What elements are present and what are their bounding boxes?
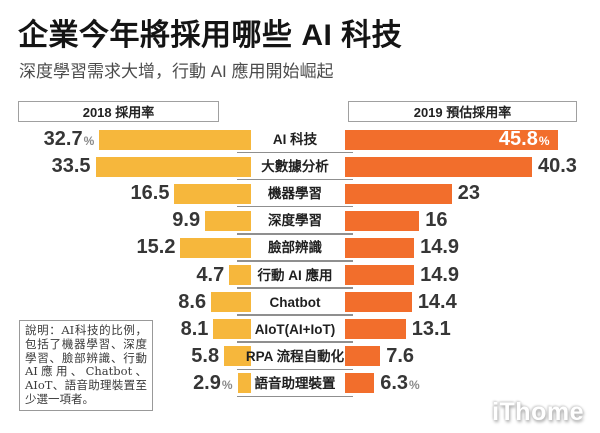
value-2018: 4.7 <box>196 263 225 286</box>
bar-2018 <box>224 346 251 367</box>
bar-2018 <box>95 156 251 177</box>
value-2019: 7.6 <box>386 344 415 367</box>
bar-2019 <box>345 156 532 177</box>
percent-sign: % <box>221 377 233 392</box>
chart-row: 8.1 AIoT(AI+IoT) 13.1 <box>0 316 600 343</box>
bar-2018 <box>174 183 251 204</box>
row-divider <box>237 233 353 235</box>
chart-row: 9.9 深度學習 16 <box>0 207 600 235</box>
value-2018: 5.8 <box>191 344 220 367</box>
category-label: AIoT(AI+IoT) <box>254 321 336 337</box>
bar-2019 <box>345 265 415 285</box>
bar-2019 <box>345 129 558 150</box>
bar-2018 <box>180 237 251 258</box>
bar-2018 <box>211 292 251 313</box>
value-2019: 14.4 <box>417 290 457 313</box>
row-divider <box>237 341 353 343</box>
category-label: 臉部辨識 <box>268 240 322 256</box>
value-2018: 2.9% <box>193 371 233 394</box>
row-divider <box>237 314 353 316</box>
bar-2019 <box>345 373 375 394</box>
page-subtitle: 深度學習需求大增，行動 AI 應用開始崛起 <box>19 62 334 81</box>
value-2019: 40.3 <box>537 155 577 178</box>
value-2019: 14.9 <box>420 236 460 259</box>
chart-row: 16.5 機器學習 23 <box>0 180 600 208</box>
category-label: AI 科技 <box>272 132 318 147</box>
row-divider <box>237 178 353 181</box>
category-label: RPA 流程自動化 <box>245 348 345 364</box>
chart-row: 15.2 臉部辨識 14.9 <box>0 234 600 262</box>
category-label: 機器學習 <box>268 186 322 202</box>
value-2018: 9.9 <box>172 209 201 232</box>
value-2018: 8.6 <box>178 290 207 313</box>
legend-box-2018: 2018 採用率 <box>18 101 219 122</box>
row-divider <box>237 395 353 398</box>
category-label: Chatbot <box>269 294 321 310</box>
bar-2019 <box>345 183 452 204</box>
chart-row: 5.8 RPA 流程自動化 7.6 <box>0 343 600 371</box>
bar-2019 <box>345 292 412 313</box>
row-divider <box>237 151 353 154</box>
row-divider <box>237 368 353 371</box>
note-box: 說明：AI科技的比例，包括了機器學習、深度學習、臉部辨識、行動AI應用、Chat… <box>19 320 153 411</box>
bar-2019 <box>345 346 381 367</box>
value-2019: 13.1 <box>411 317 451 340</box>
bar-2018 <box>229 265 251 285</box>
value-2019: 23 <box>457 182 480 205</box>
percent-sign: % <box>538 134 550 148</box>
category-label: 行動 AI 應用 <box>257 267 333 283</box>
row-divider <box>237 260 353 262</box>
chart-row: 4.7 行動 AI 應用 14.9 <box>0 262 600 289</box>
value-2018: 32.7% <box>43 128 95 150</box>
bar-2018 <box>99 129 251 150</box>
bar-2019 <box>345 319 406 340</box>
percent-sign: % <box>409 377 420 392</box>
legend-box-2019: 2019 預估採用率 <box>348 101 577 122</box>
chart-row: 32.7% AI 科技 45.8% <box>0 126 600 154</box>
category-label: 深度學習 <box>268 213 322 229</box>
value-2018: 33.5 <box>51 155 91 178</box>
value-2018: 8.1 <box>180 317 209 340</box>
bar-2019 <box>345 237 415 258</box>
chart-row: 8.6 Chatbot 14.4 <box>0 289 600 316</box>
bar-2018 <box>237 373 251 394</box>
row-divider <box>237 287 353 289</box>
value-2018: 15.2 <box>136 236 176 259</box>
chart-row: 2.9% 語音助理裝置 6.3% <box>0 370 600 398</box>
tornado-bar-chart: 32.7% AI 科技 45.8% 33.5 大數據分析 40.3 16.5 機器學習 23 9.… <box>0 126 600 398</box>
value-2019: 6.3% <box>380 371 420 394</box>
row-divider <box>237 205 353 208</box>
bar-2019 <box>345 210 420 231</box>
value-2019: 14.9 <box>420 263 460 286</box>
category-label: 大數據分析 <box>261 159 329 175</box>
bar-2018 <box>213 319 251 340</box>
chart-row: 33.5 大數據分析 40.3 <box>0 153 600 181</box>
percent-sign: % <box>83 134 95 148</box>
value-2018: 16.5 <box>130 182 170 205</box>
ithome-logo: iThome <box>492 398 584 426</box>
value-2019: 45.8% <box>498 128 550 150</box>
category-label: 語音助理裝置 <box>254 375 336 391</box>
bar-2018 <box>205 210 251 231</box>
page-title: 企業今年將採用哪些 AI 科技 <box>18 19 403 52</box>
value-2019: 16 <box>425 209 448 232</box>
